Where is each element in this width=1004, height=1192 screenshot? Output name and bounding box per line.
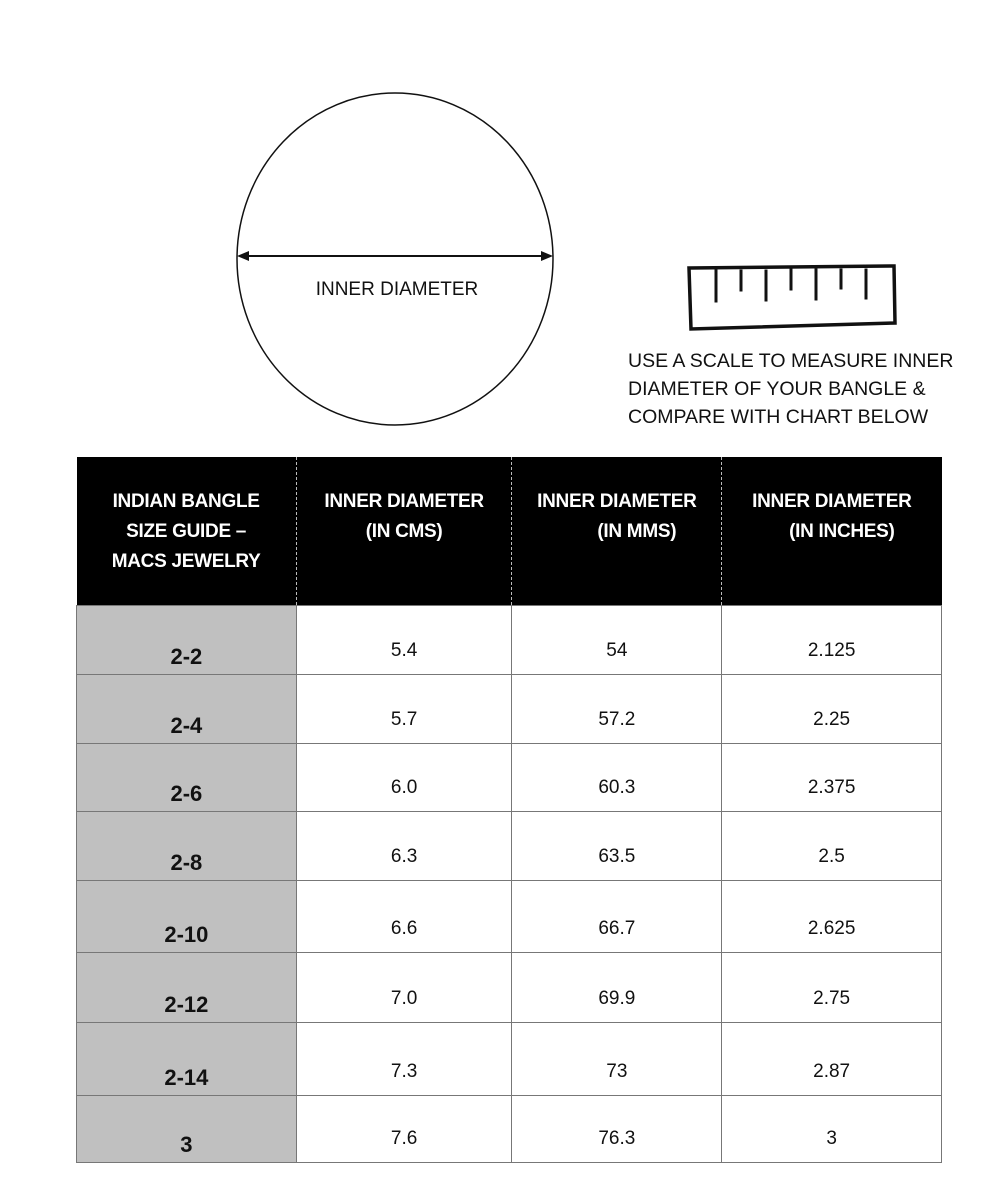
inches-cell: 3	[721, 1095, 942, 1163]
mms-cell: 54	[511, 605, 723, 675]
size-cell: 2-2	[76, 605, 297, 675]
measurement-diagram	[236, 92, 897, 426]
instruction-line: COMPARE WITH CHART BELOW	[628, 406, 929, 428]
table-row: 2-10 6.6 66.7 2.625	[76, 880, 942, 953]
header-line: (IN MMS)	[597, 521, 677, 542]
mms-cell: 63.5	[511, 811, 723, 881]
mms-cell: 66.7	[511, 880, 723, 953]
mms-cell: 57.2	[511, 674, 723, 744]
size-cell: 2-8	[76, 811, 297, 881]
size-cell: 2-6	[76, 743, 297, 812]
header-inches: INNER DIAMETER (IN INCHES)	[721, 457, 942, 606]
bangle-circle	[236, 92, 554, 426]
size-cell: 2-4	[76, 674, 297, 744]
inches-cell: 2.87	[721, 1022, 942, 1096]
header-line: (IN INCHES)	[789, 521, 895, 542]
mms-cell: 69.9	[511, 952, 723, 1023]
cms-cell: 7.3	[295, 1022, 513, 1096]
header-line: INNER DIAMETER	[752, 491, 912, 512]
table-row: 3 7.6 76.3 3	[76, 1095, 942, 1163]
table-row: 2-8 6.3 63.5 2.5	[76, 811, 942, 881]
inches-cell: 2.5	[721, 811, 942, 881]
mms-cell: 60.3	[511, 743, 723, 812]
header-line: MACS JEWELRY	[111, 551, 261, 572]
cms-cell: 7.0	[295, 952, 513, 1023]
cms-cell: 5.4	[295, 605, 513, 675]
table-row: 2-6 6.0 60.3 2.375	[76, 743, 942, 812]
inches-cell: 2.125	[721, 605, 942, 675]
instruction-line: USE A SCALE TO MEASURE INNER	[628, 350, 954, 372]
header-mms: INNER DIAMETER (IN MMS)	[511, 457, 722, 606]
size-cell: 2-14	[76, 1022, 297, 1096]
measurement-instructions: USE A SCALE TO MEASURE INNER DIAMETER OF…	[628, 347, 953, 431]
diameter-arrow	[237, 251, 553, 261]
header-cms: INNER DIAMETER (IN CMS)	[295, 457, 512, 606]
header-line: INNER DIAMETER	[537, 491, 697, 512]
header-line: INNER DIAMETER	[324, 491, 484, 512]
mms-cell: 76.3	[511, 1095, 723, 1163]
table-row: 2-2 5.4 54 2.125	[76, 605, 942, 675]
size-cell: 3	[76, 1095, 297, 1163]
header-line: SIZE GUIDE –	[126, 521, 247, 542]
instruction-line: DIAMETER OF YOUR BANGLE &	[628, 378, 926, 400]
table-row: 2-4 5.7 57.2 2.25	[76, 674, 942, 744]
inner-diameter-label: INNER DIAMETER	[315, 279, 479, 300]
table-row: 2-12 7.0 69.9 2.75	[76, 952, 942, 1023]
inches-cell: 2.625	[721, 880, 942, 953]
header-size: INDIAN BANGLE SIZE GUIDE – MACS JEWELRY	[76, 457, 297, 606]
size-cell: 2-12	[76, 952, 297, 1023]
cms-cell: 7.6	[295, 1095, 513, 1163]
table-header-row: INDIAN BANGLE SIZE GUIDE – MACS JEWELRY INN…	[76, 457, 942, 606]
header-line: (IN CMS)	[365, 521, 443, 542]
cms-cell: 6.3	[295, 811, 513, 881]
cms-cell: 5.7	[295, 674, 513, 744]
inches-cell: 2.75	[721, 952, 942, 1023]
bangle-size-table: INDIAN BANGLE SIZE GUIDE – MACS JEWELRY INN…	[76, 457, 942, 1163]
inches-cell: 2.375	[721, 743, 942, 812]
cms-cell: 6.6	[295, 880, 513, 953]
size-cell: 2-10	[76, 880, 297, 953]
header-line: INDIAN BANGLE	[112, 491, 260, 512]
table-row: 2-14 7.3 73 2.87	[76, 1022, 942, 1096]
inches-cell: 2.25	[721, 674, 942, 744]
ruler-icon	[687, 264, 897, 331]
mms-cell: 73	[511, 1022, 723, 1096]
cms-cell: 6.0	[295, 743, 513, 812]
